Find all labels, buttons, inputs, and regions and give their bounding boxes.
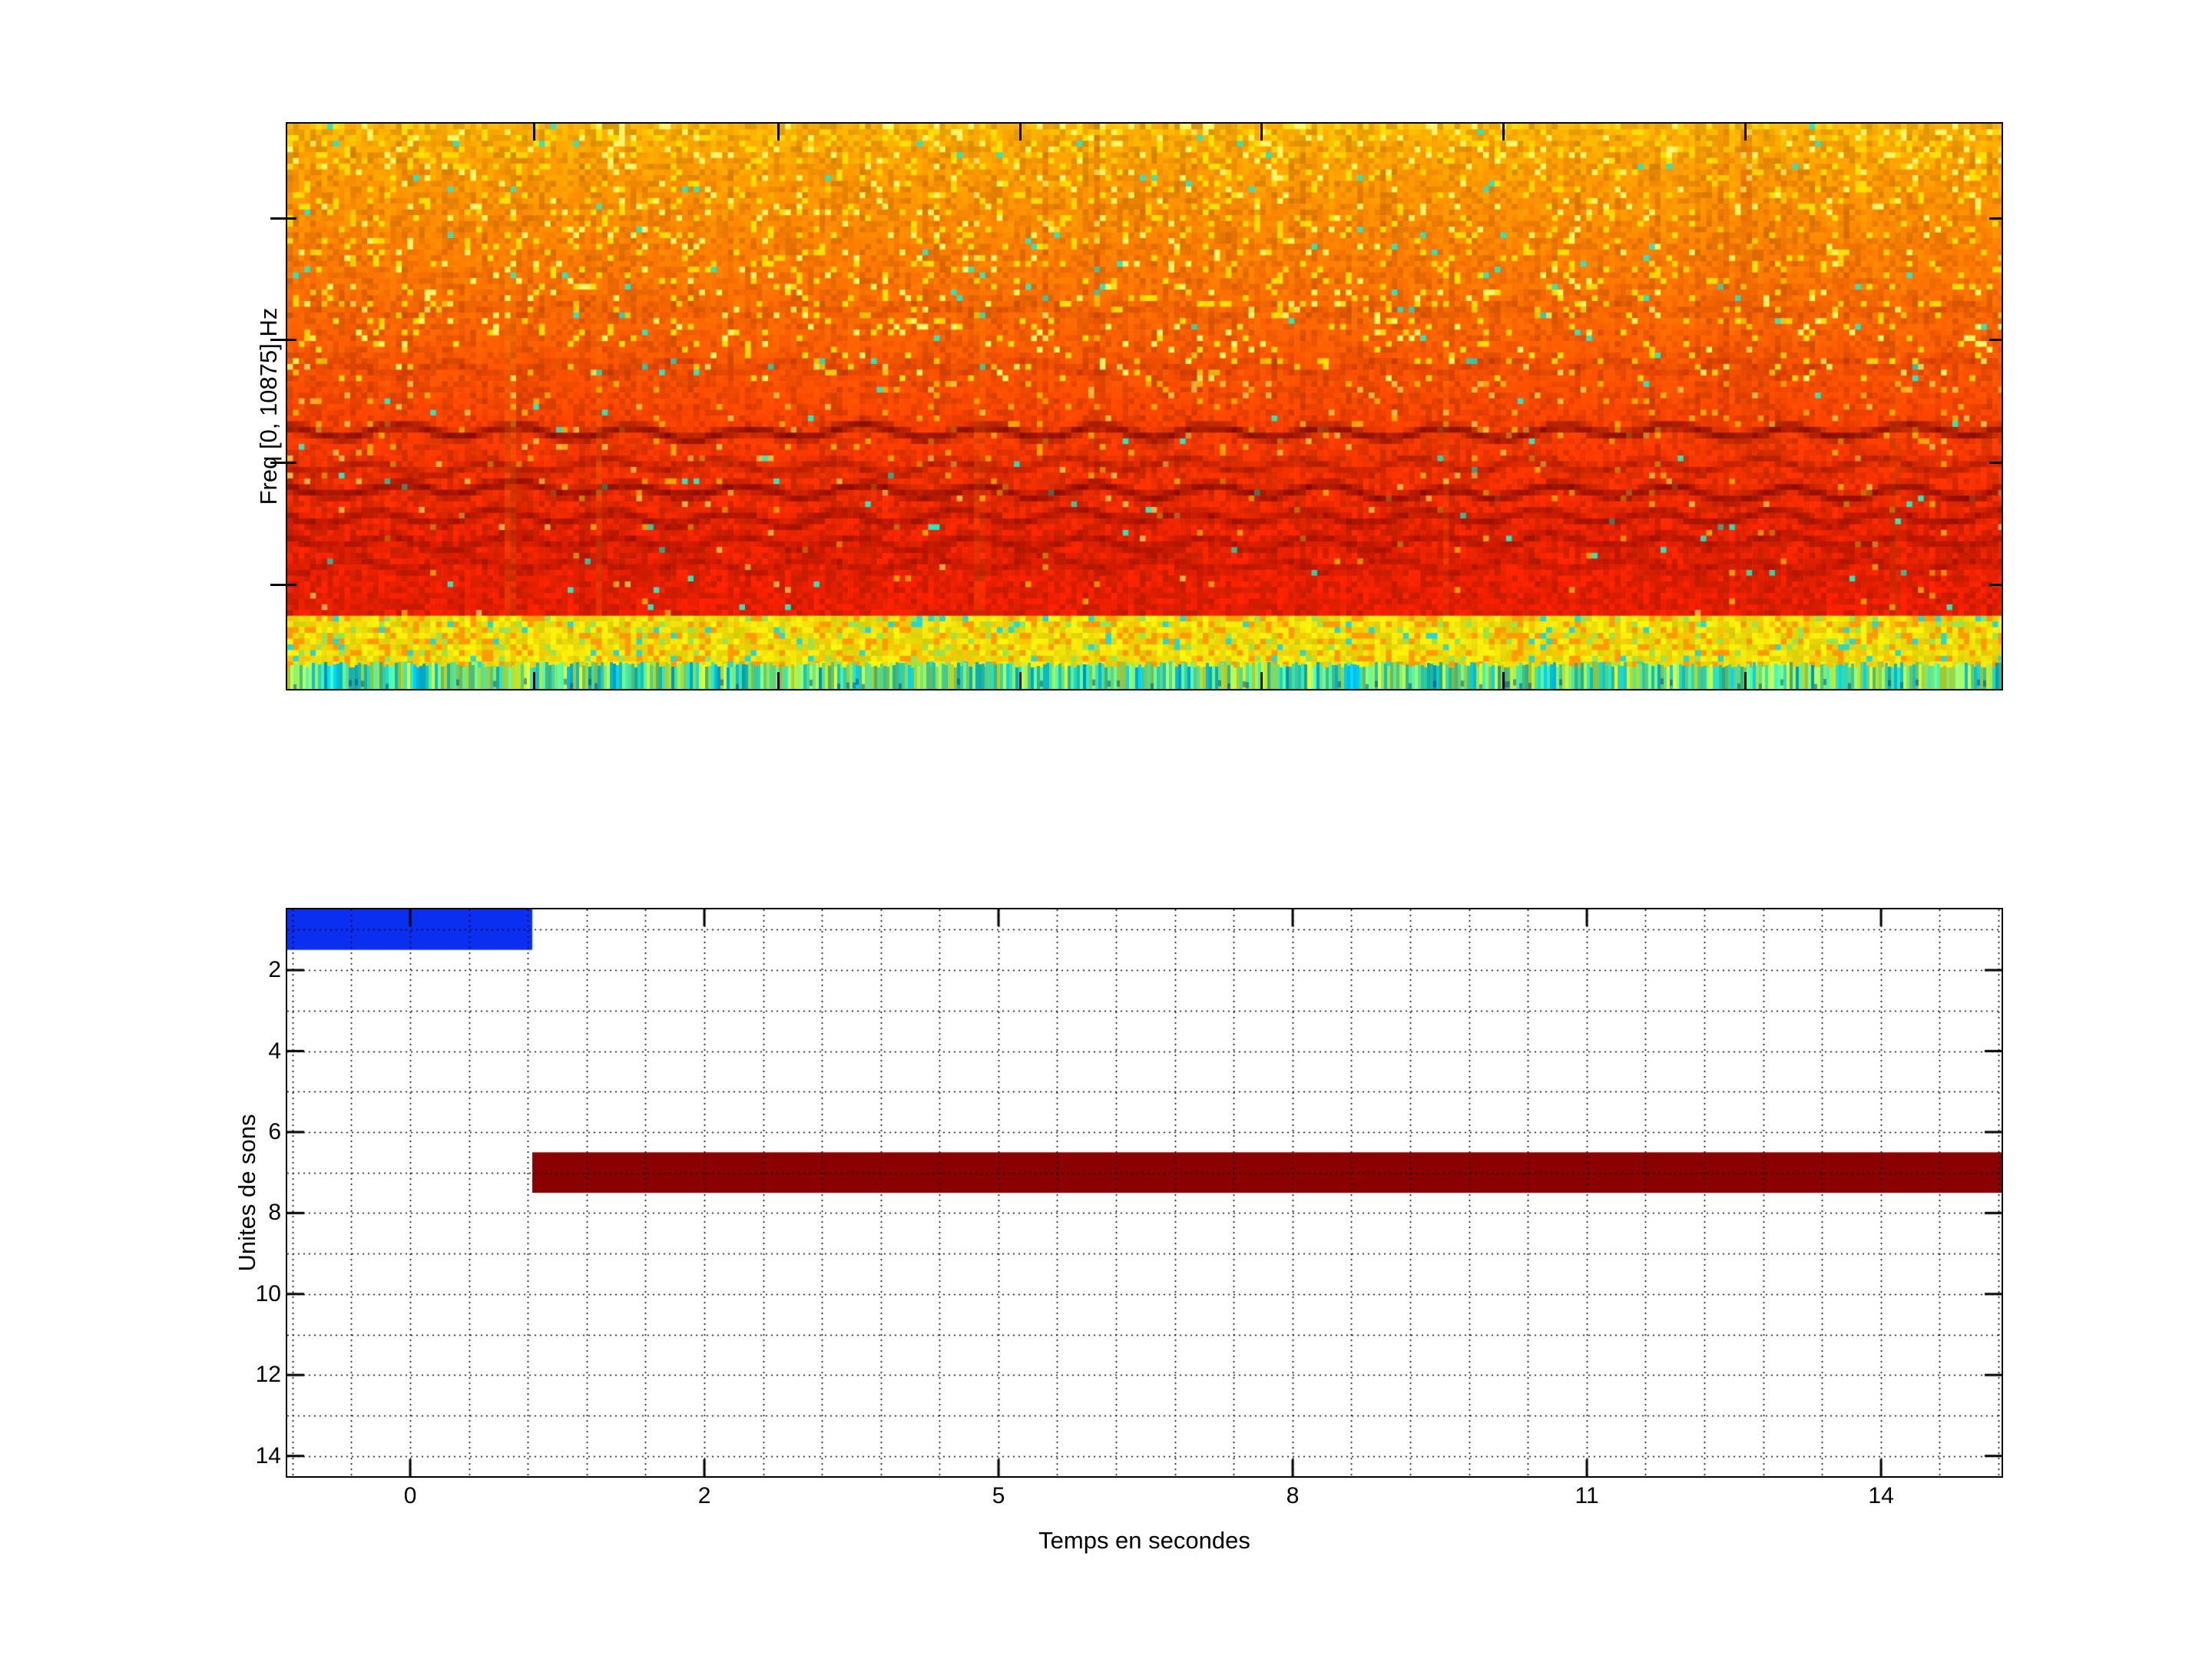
y-tick-label: 2 [268, 957, 281, 983]
axis-tick [1260, 124, 1263, 141]
axis-tick [1989, 339, 2002, 342]
x-tick-label: 5 [992, 1483, 1005, 1508]
axis-tick [532, 672, 535, 689]
units-plot [286, 908, 2003, 1478]
axis-tick [1989, 583, 2002, 586]
y-tick-label: 8 [268, 1200, 281, 1226]
x-tick-label: 0 [403, 1483, 417, 1508]
axis-tick [270, 583, 296, 586]
y-tick-label: 4 [268, 1038, 281, 1064]
axis-tick [270, 217, 296, 220]
axis-tick [1018, 672, 1022, 689]
axis-tick [1018, 124, 1022, 141]
axis-tick [777, 124, 780, 141]
top-y-axis-label: Freq [0, 10875] Hz [255, 307, 282, 505]
axis-tick [270, 461, 296, 464]
x-tick-label: 11 [1575, 1483, 1599, 1508]
axis-tick [270, 339, 296, 342]
axis-tick [1260, 672, 1263, 689]
x-tick-label: 2 [697, 1483, 711, 1508]
axis-tick [1744, 124, 1747, 141]
units-chart-canvas [287, 909, 2002, 1476]
axis-tick [532, 124, 535, 141]
axis-tick [1989, 461, 2002, 464]
x-tick-label: 14 [1868, 1483, 1894, 1508]
axis-tick [1502, 672, 1505, 689]
axis-tick [1502, 124, 1505, 141]
y-tick-label: 10 [255, 1280, 281, 1306]
axis-tick [777, 672, 780, 689]
axis-tick [1989, 217, 2002, 220]
spectrogram-canvas [287, 124, 2002, 689]
spectrogram-plot [286, 122, 2003, 690]
y-tick-label: 6 [268, 1118, 281, 1144]
bottom-x-axis-label: Temps en secondes [1038, 1527, 1250, 1554]
y-tick-label: 12 [255, 1362, 281, 1388]
x-tick-label: 8 [1286, 1483, 1300, 1508]
bottom-y-axis-label: Unites de sons [233, 1114, 260, 1272]
y-tick-label: 14 [255, 1442, 281, 1469]
axis-tick [1744, 672, 1747, 689]
